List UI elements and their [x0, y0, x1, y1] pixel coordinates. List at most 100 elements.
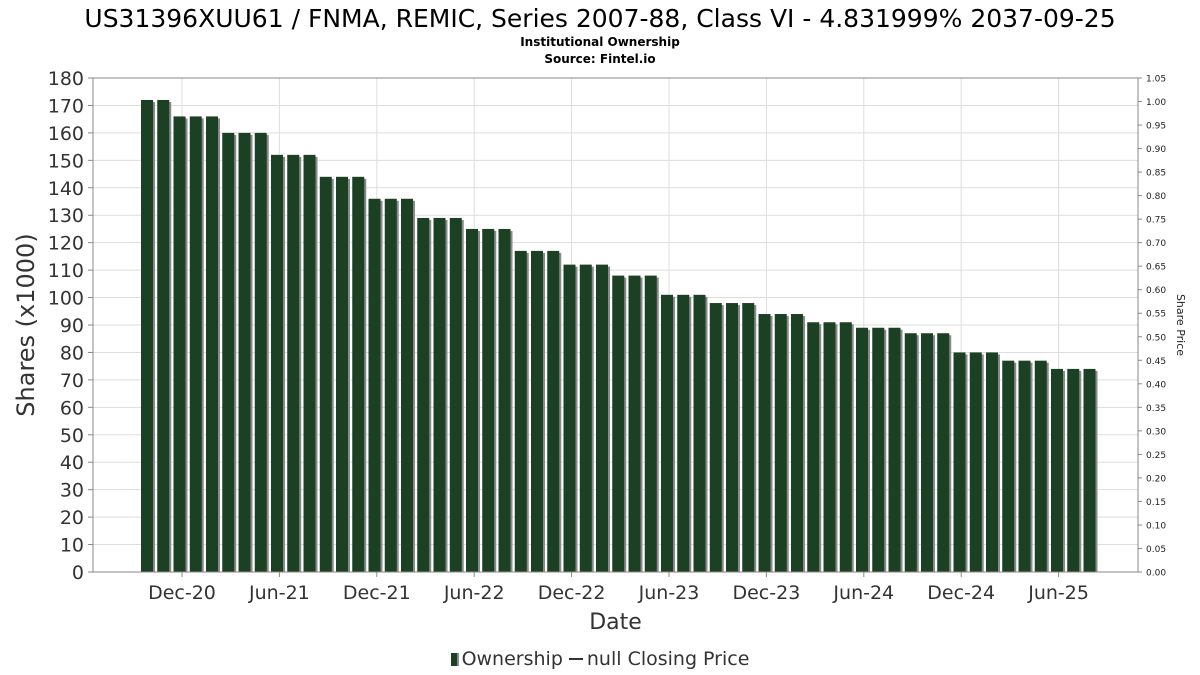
- ownership-bar: [547, 250, 560, 572]
- x-tick-label: Dec-20: [148, 582, 216, 604]
- x-axis-title: Date: [589, 610, 642, 635]
- ownership-bar: [1034, 360, 1047, 572]
- ownership-bar: [189, 116, 202, 572]
- ownership-bar: [1051, 368, 1063, 572]
- ownership-bar: [1002, 360, 1015, 572]
- ownership-bar: [969, 352, 982, 572]
- ownership-bar: [287, 154, 300, 572]
- y2-tick-label: 0.35: [1146, 404, 1166, 414]
- ownership-bar: [986, 352, 998, 572]
- legend-ownership-label: Ownership: [461, 648, 563, 670]
- y-tick-label: 130: [48, 205, 84, 227]
- ownership-bar: [1018, 360, 1031, 572]
- ownership-bar: [482, 228, 495, 572]
- y2-tick-label: 0.60: [1146, 286, 1166, 296]
- ownership-bar: [677, 294, 690, 572]
- ownership-bar: [612, 275, 625, 572]
- y2-tick-label: 0.95: [1146, 122, 1166, 132]
- ownership-bar: [254, 132, 267, 572]
- y2-tick-label: 0.20: [1146, 474, 1166, 484]
- x-tick-label: Jun-25: [1027, 582, 1089, 604]
- y-tick-label: 40: [60, 452, 84, 474]
- ownership-bar: [319, 176, 332, 573]
- ownership-bar: [384, 198, 397, 572]
- ownership-bar: [336, 176, 348, 573]
- legend-price-label: null Closing Price: [586, 648, 750, 670]
- x-tick-label: Jun-22: [443, 582, 505, 604]
- y2-tick-label: 0.15: [1146, 498, 1166, 508]
- ownership-bar: [628, 275, 641, 572]
- chart-source: Source: Fintel.io: [544, 52, 656, 66]
- ownership-bar: [839, 322, 852, 572]
- ownership-bar: [758, 314, 771, 572]
- x-tick-label: Jun-21: [248, 582, 310, 604]
- y-tick-label: 170: [48, 95, 84, 117]
- legend-ownership-swatch: [450, 653, 459, 666]
- chart-subtitle: Institutional Ownership: [520, 35, 680, 49]
- ownership-bar: [368, 198, 381, 572]
- plot-frame: [92, 77, 1139, 573]
- y2-tick-label: 0.55: [1146, 310, 1166, 320]
- ownership-bar: [904, 333, 917, 572]
- ownership-bar: [823, 322, 836, 572]
- x-tick-label: Jun-24: [832, 582, 894, 604]
- ownership-bar: [921, 333, 933, 572]
- y2-tick-label: 0.75: [1146, 216, 1166, 226]
- ownership-bar: [352, 176, 365, 573]
- y2-tick-label: 0.90: [1146, 145, 1166, 155]
- ownership-bar: [807, 322, 820, 572]
- ownership-bar: [498, 228, 511, 572]
- ownership-bar: [531, 250, 543, 572]
- ownership-bar: [222, 132, 235, 572]
- y-tick-label: 50: [60, 425, 84, 447]
- ownership-bar: [791, 314, 803, 572]
- ownership-bar: [596, 264, 608, 572]
- y2-tick-label: 0.65: [1146, 263, 1166, 273]
- y-tick-label: 120: [48, 233, 84, 255]
- ownership-bar: [726, 303, 738, 572]
- y2-tick-label: 0.25: [1146, 451, 1166, 461]
- ownership-bar: [141, 99, 153, 572]
- y2-tick-label: 0.85: [1146, 169, 1166, 179]
- y2-tick-label: 0.50: [1146, 333, 1166, 343]
- x-tick-label: Dec-21: [343, 582, 411, 604]
- y-tick-label: 10: [60, 535, 84, 557]
- chart-title: US31396XUU61 / FNMA, REMIC, Series 2007-…: [84, 4, 1116, 33]
- y2-tick-label: 0.80: [1146, 192, 1166, 202]
- ownership-bar: [449, 217, 462, 572]
- ownership-bar: [856, 327, 868, 572]
- y2-tick-label: 0.05: [1146, 545, 1166, 555]
- x-tick-label: Jun-23: [638, 582, 700, 604]
- ownership-bar: [742, 303, 755, 572]
- y2-tick-label: 1.05: [1146, 75, 1166, 85]
- y2-tick-label: 1.00: [1146, 98, 1166, 108]
- y-tick-label: 0: [72, 562, 84, 584]
- y-tick-label: 60: [60, 397, 84, 419]
- ownership-bar: [173, 116, 186, 572]
- ownership-bar: [433, 217, 446, 572]
- y2-tick-label: 0.10: [1146, 521, 1166, 531]
- y2-axis-title: Share Price: [1174, 294, 1187, 356]
- y-tick-label: 80: [60, 342, 84, 364]
- ownership-bar: [888, 327, 901, 572]
- y2-tick-label: 0.45: [1146, 357, 1166, 367]
- ownership-bar: [661, 294, 673, 572]
- ownership-bar: [271, 154, 283, 572]
- y2-tick-label: 0.40: [1146, 380, 1166, 390]
- x-tick-label: Dec-23: [732, 582, 800, 604]
- y-tick-label: 90: [60, 315, 84, 337]
- y-tick-label: 160: [48, 123, 84, 145]
- ownership-bar: [466, 228, 478, 572]
- ownership-bar: [693, 294, 706, 572]
- x-tick-label: Dec-24: [927, 582, 995, 604]
- legend-price-line: [568, 658, 583, 660]
- y-tick-label: 150: [48, 150, 84, 172]
- ownership-bar: [937, 333, 950, 572]
- ownership-bar: [709, 303, 722, 572]
- ownership-bar: [644, 275, 657, 572]
- ownership-bar: [206, 116, 218, 572]
- ownership-bar: [953, 352, 966, 572]
- ownership-bar: [1067, 368, 1080, 572]
- y-tick-label: 110: [48, 260, 84, 282]
